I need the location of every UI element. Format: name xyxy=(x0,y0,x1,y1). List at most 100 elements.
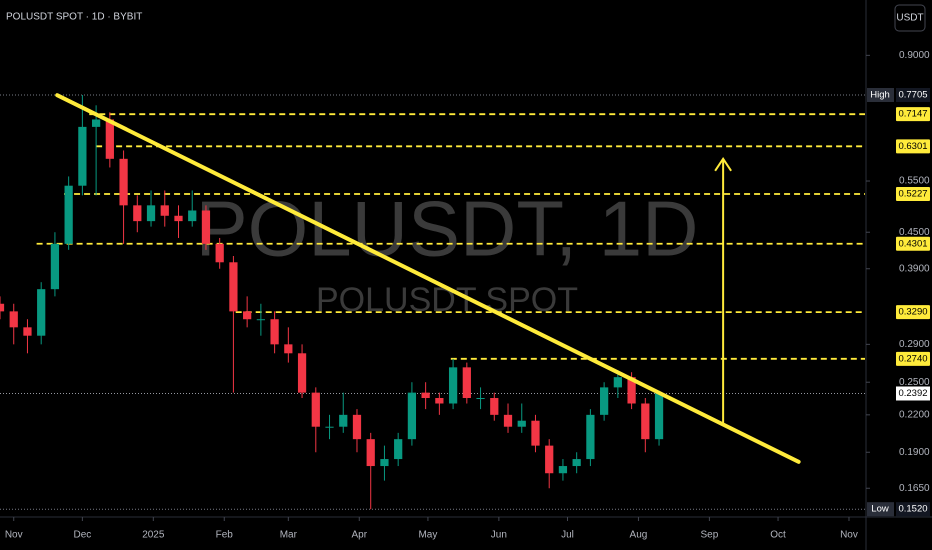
candle-body xyxy=(352,414,362,440)
candle-body xyxy=(517,420,526,427)
candle-body xyxy=(407,392,417,440)
candle-body xyxy=(215,243,224,263)
candle-body xyxy=(9,311,18,328)
candle-body xyxy=(476,398,485,400)
level-tag xyxy=(896,236,930,251)
level-tag xyxy=(896,305,930,320)
currency-button[interactable] xyxy=(894,4,926,32)
high-value-box xyxy=(896,87,930,102)
x-tick-label: May xyxy=(418,530,437,541)
candle-body xyxy=(297,353,307,393)
candle-body xyxy=(572,459,581,467)
x-tick-label: Sep xyxy=(700,530,718,541)
currency-button-label[interactable]: USDT xyxy=(896,13,923,24)
y-tick-label: 0.4500 xyxy=(899,227,930,238)
y-tick-label: 0.5500 xyxy=(899,176,930,187)
candle-body xyxy=(201,210,211,244)
candle-body xyxy=(558,466,568,474)
x-tick-label: Nov xyxy=(840,530,858,541)
high-tag xyxy=(867,87,894,102)
level-tag-label: 0.2740 xyxy=(898,353,927,364)
candle-body xyxy=(37,289,46,336)
candle-body xyxy=(531,420,540,446)
level-tag-label: 0.7147 xyxy=(898,109,927,120)
candle-body xyxy=(78,126,87,186)
candle-body xyxy=(174,215,183,222)
last-price-box xyxy=(896,386,930,401)
candle-body xyxy=(600,387,609,415)
x-tick-label: Aug xyxy=(630,530,648,541)
candle-body xyxy=(133,205,142,222)
candle-body xyxy=(270,319,279,345)
level-tag-label: 0.3290 xyxy=(898,307,927,318)
candle-body xyxy=(311,392,320,427)
candle-body xyxy=(366,439,375,467)
plot xyxy=(0,93,865,510)
y-tick-label: 0.1650 xyxy=(899,483,930,494)
low-tag xyxy=(867,502,894,517)
level-tag-label: 0.4301 xyxy=(898,238,927,249)
y-tick-label: 0.2200 xyxy=(899,409,930,420)
candle-body xyxy=(421,392,430,399)
x-tick-label: Apr xyxy=(351,530,367,541)
high-value-label: 0.7705 xyxy=(898,90,927,101)
y-tick-label: 0.3900 xyxy=(899,263,930,274)
candle-body xyxy=(284,344,293,354)
candle-body xyxy=(64,185,73,244)
x-tick-label: Oct xyxy=(770,530,786,541)
level-tag-label: 0.6301 xyxy=(898,141,927,152)
candle-body xyxy=(545,445,554,474)
arrow-head xyxy=(714,157,732,172)
y-tick-label: 0.2900 xyxy=(899,339,930,350)
candle-body xyxy=(105,119,114,159)
candle-body xyxy=(462,367,471,399)
candle-body xyxy=(627,377,636,404)
candle-body xyxy=(339,414,348,427)
x-tick-label: Nov xyxy=(5,530,23,541)
high-tag-label: High xyxy=(870,90,890,101)
level-tag xyxy=(896,351,930,366)
candle-body xyxy=(23,327,32,336)
candle-body xyxy=(229,262,238,312)
symbol-header: POLUSDT SPOT · 1D · BYBIT xyxy=(6,12,142,23)
x-tick-label: Dec xyxy=(73,530,91,541)
last-price-label: 0.2392 xyxy=(898,388,927,399)
level-tag-label: 0.5227 xyxy=(898,189,927,200)
x-tick-label: Mar xyxy=(280,530,298,541)
candle-body xyxy=(654,393,664,440)
trendline xyxy=(55,93,801,464)
level-tag xyxy=(896,107,930,122)
candle-body xyxy=(503,414,513,427)
x-tick-label: Jul xyxy=(561,530,574,541)
candle-body xyxy=(613,377,622,388)
level-tag xyxy=(896,187,930,202)
candle-body xyxy=(256,319,265,321)
candle-body xyxy=(448,367,458,404)
candle-body xyxy=(0,303,5,312)
x-tick-label: Jun xyxy=(491,530,507,541)
y-tick-label: 0.1900 xyxy=(899,447,930,458)
candle-body xyxy=(586,414,595,460)
candle-body xyxy=(91,119,101,127)
candle-body xyxy=(160,205,169,216)
level-tag xyxy=(896,139,930,154)
candle-body xyxy=(188,210,197,222)
candle-body xyxy=(394,439,403,460)
candle-body xyxy=(641,403,650,440)
candle-body xyxy=(435,398,444,404)
watermark: POLUSDT, 1D xyxy=(196,185,699,273)
candle-body xyxy=(490,398,499,415)
x-tick-label: Feb xyxy=(216,530,234,541)
low-tag-label: Low xyxy=(871,504,889,515)
y-tick-label: 0.2500 xyxy=(899,377,930,388)
candle-body xyxy=(119,158,128,206)
candle-body xyxy=(50,243,60,290)
y-tick-label: 0.9000 xyxy=(899,50,930,61)
candle-body xyxy=(146,205,156,222)
candle-body xyxy=(325,426,334,428)
low-value-box xyxy=(896,502,930,517)
x-tick-label: 2025 xyxy=(142,530,165,541)
